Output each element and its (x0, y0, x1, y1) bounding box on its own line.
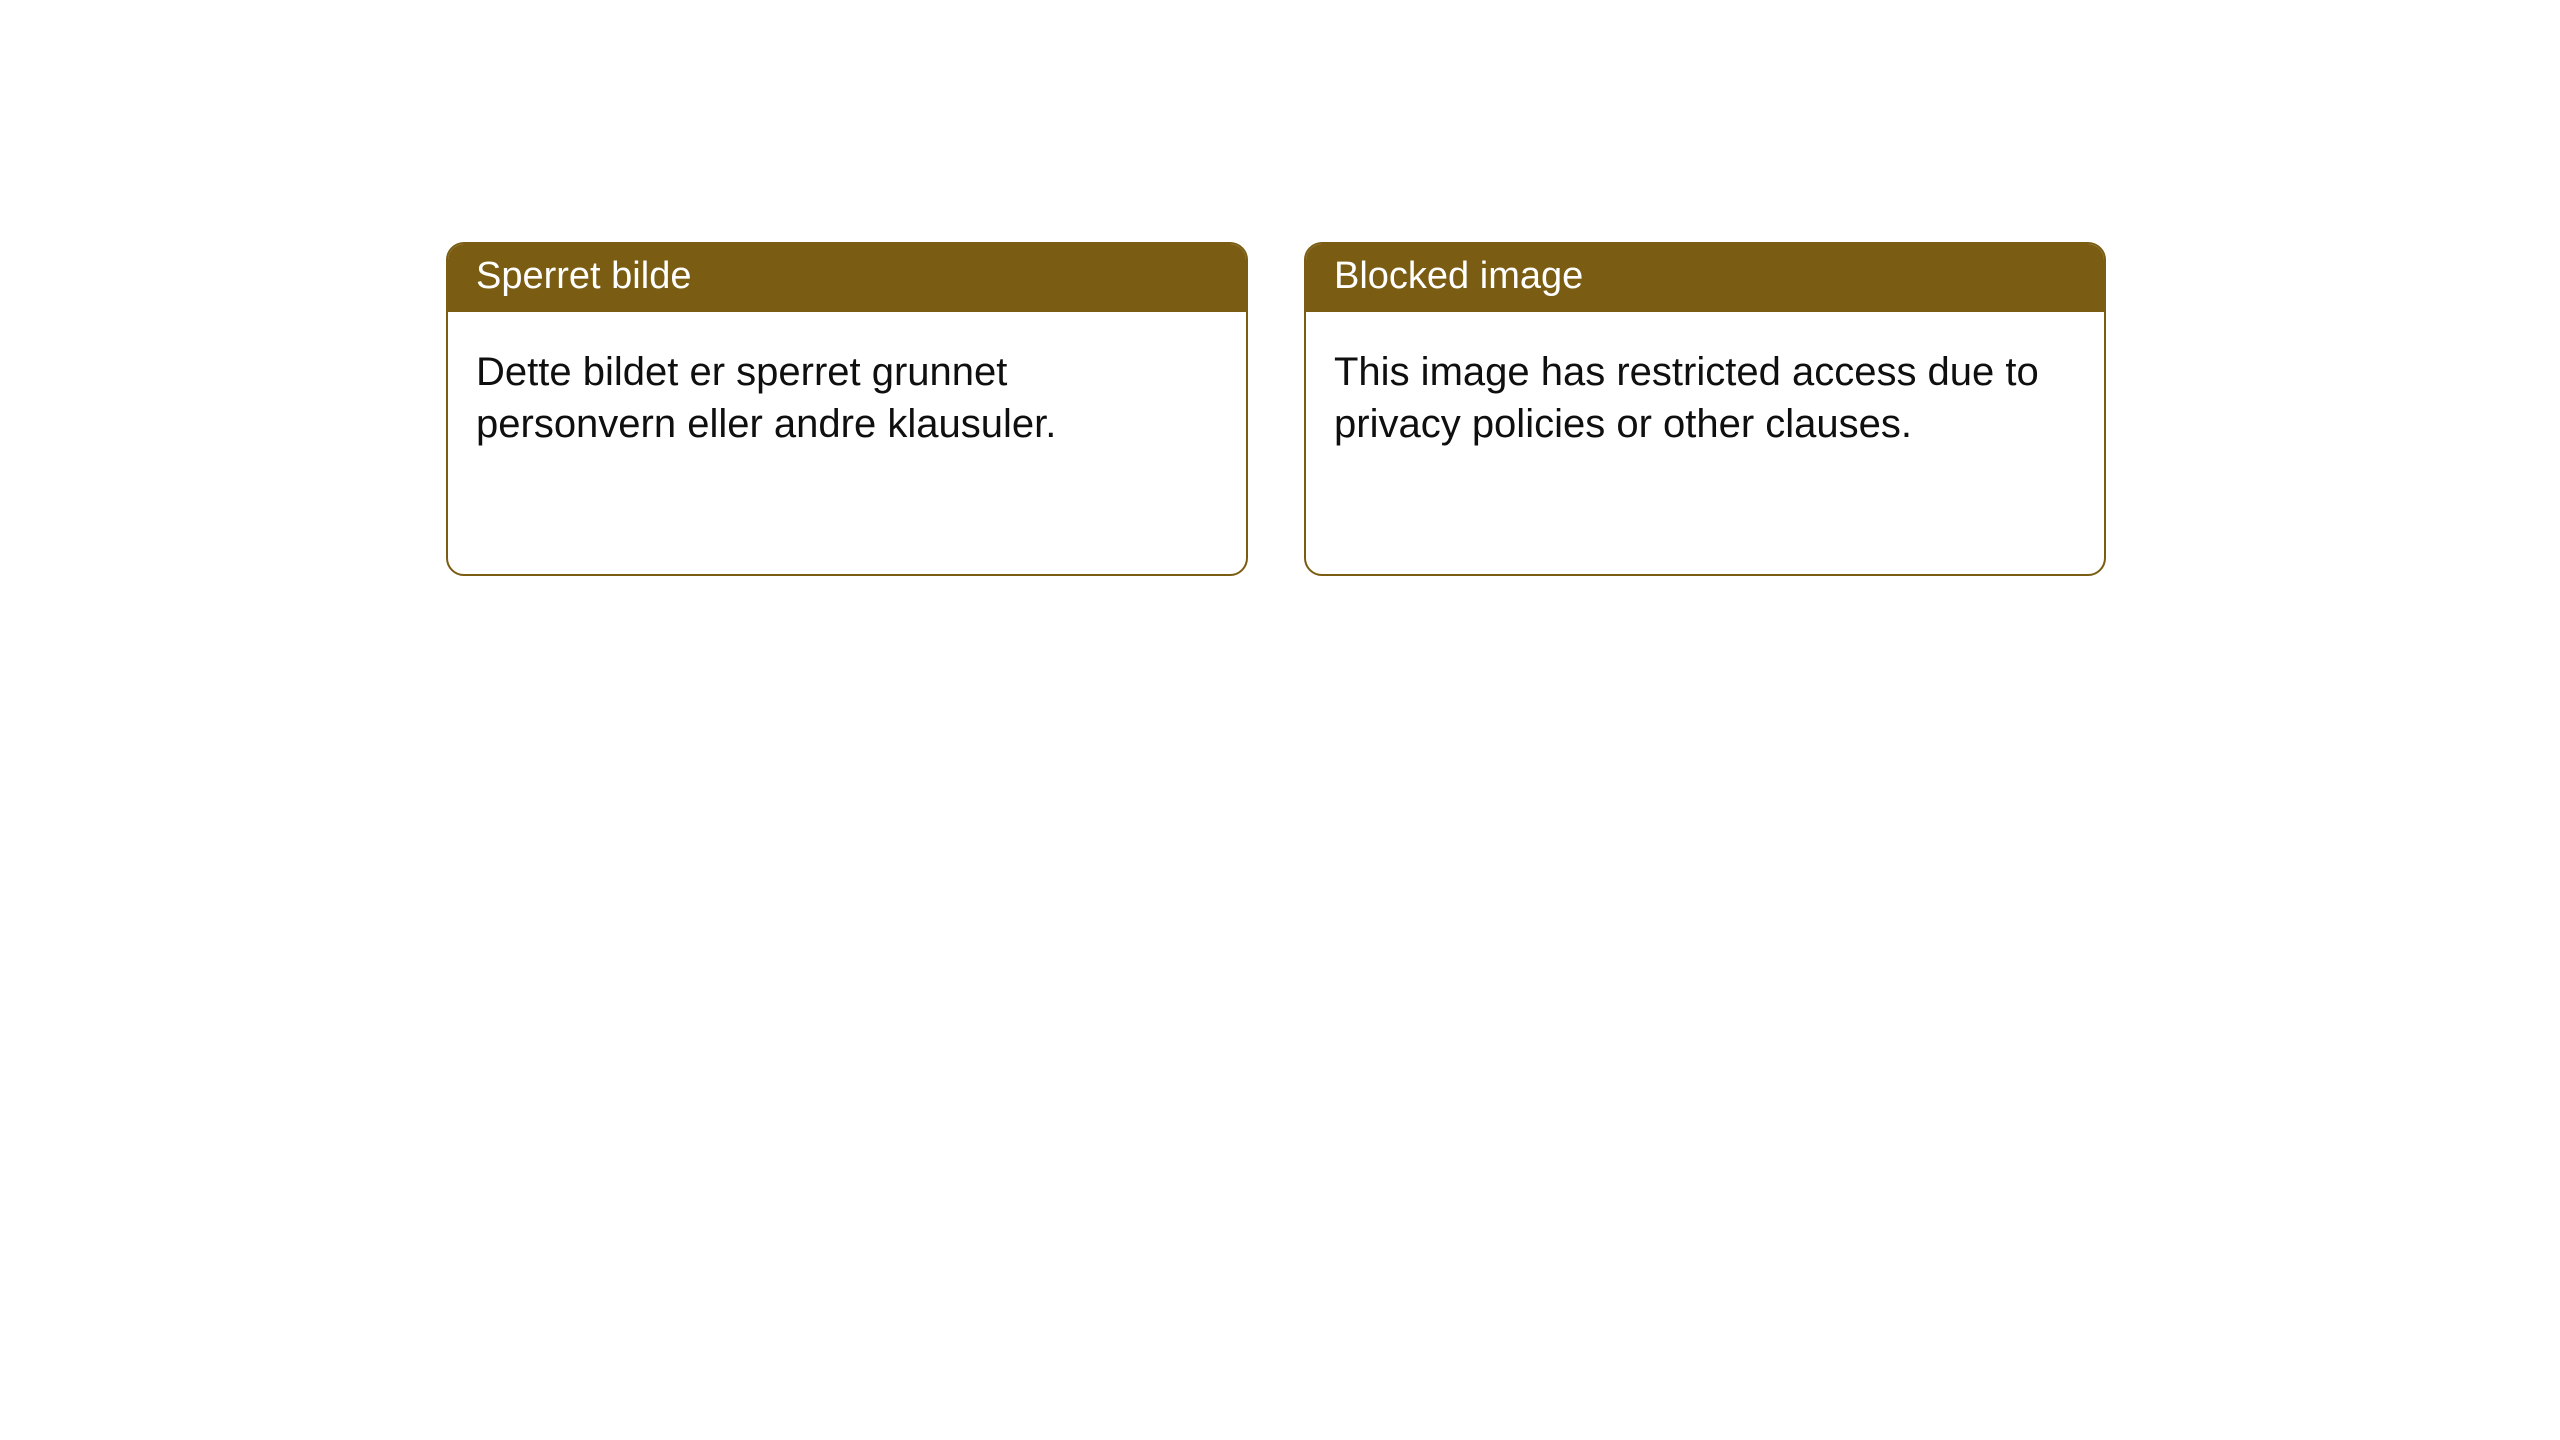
notice-container: Sperret bilde Dette bildet er sperret gr… (0, 0, 2560, 576)
notice-card-english: Blocked image This image has restricted … (1304, 242, 2106, 576)
notice-title-english: Blocked image (1306, 244, 2104, 312)
notice-body-english: This image has restricted access due to … (1306, 312, 2104, 480)
notice-title-norwegian: Sperret bilde (448, 244, 1246, 312)
notice-card-norwegian: Sperret bilde Dette bildet er sperret gr… (446, 242, 1248, 576)
notice-body-norwegian: Dette bildet er sperret grunnet personve… (448, 312, 1246, 480)
